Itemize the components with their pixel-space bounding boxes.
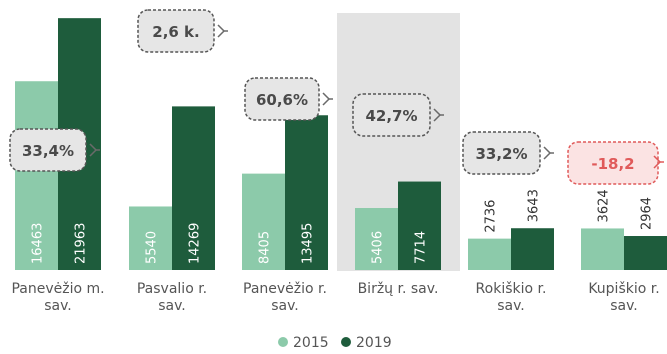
bar-value-label: 16463 <box>31 223 46 264</box>
bar-value-label: 21963 <box>74 223 89 264</box>
category-label: Rokiškio r. sav. <box>476 281 547 314</box>
legend-item-2019: 2019 <box>341 335 392 351</box>
legend-label: 2015 <box>293 335 329 351</box>
callout-text: 33,4% <box>22 142 74 160</box>
bar-value-label: 5540 <box>145 231 160 264</box>
bar-2015-3 <box>242 173 285 270</box>
bar-2019-5 <box>511 228 554 270</box>
category-label: Panevėžio m. sav. <box>11 281 104 314</box>
bar-value-label: 5406 <box>371 231 386 264</box>
bar-value-label: 3624 <box>597 189 612 222</box>
change-callout: 42,7% <box>352 93 444 137</box>
category-label: Kupiškio r. sav. <box>588 281 659 314</box>
bar-value-label: 3643 <box>527 189 542 222</box>
bar-value-label: 13495 <box>301 223 316 264</box>
callout-text: 60,6% <box>256 91 308 109</box>
category-label: Panevėžio r. sav. <box>243 281 327 314</box>
change-callout: 33,4% <box>9 128 100 172</box>
bar-2019-3 <box>285 115 328 271</box>
legend-label: 2019 <box>356 335 392 351</box>
callout-arrow-icon <box>322 92 331 106</box>
bar-2015-4 <box>355 208 398 270</box>
bar-2019-2 <box>172 106 215 270</box>
bar-2019-4 <box>398 181 441 270</box>
bar-value-label: 8405 <box>258 231 273 264</box>
bar-value-label: 14269 <box>188 223 203 264</box>
legend-swatch <box>278 337 288 347</box>
change-callout: 33,2% <box>462 131 554 175</box>
change-callout: 2,6 k. <box>137 9 228 53</box>
bar-2019-6 <box>624 236 667 270</box>
bar-value-label: 2736 <box>484 200 499 233</box>
callout-arrow-icon <box>543 146 552 160</box>
change-callout: 60,6% <box>244 77 333 121</box>
callout-text: 42,7% <box>365 107 417 125</box>
category-label: Biržų r. sav. <box>358 281 439 297</box>
legend-item-2015: 2015 <box>278 335 329 351</box>
bar-value-label: 2964 <box>640 197 655 230</box>
callout-text: 33,2% <box>475 145 527 163</box>
bar-2015-5 <box>468 238 511 270</box>
legend-swatch <box>341 337 351 347</box>
callout-text: 2,6 k. <box>152 23 199 41</box>
bar-value-label: 7714 <box>414 231 429 264</box>
change-callout: -18,2 <box>567 141 664 185</box>
callout-arrow-icon <box>217 24 226 38</box>
bar-2015-6 <box>581 228 624 270</box>
bar-2015-1 <box>15 81 58 270</box>
bar-2015-2 <box>129 206 172 270</box>
category-label: Pasvalio r. sav. <box>137 281 207 314</box>
callout-text: -18,2 <box>591 155 634 173</box>
